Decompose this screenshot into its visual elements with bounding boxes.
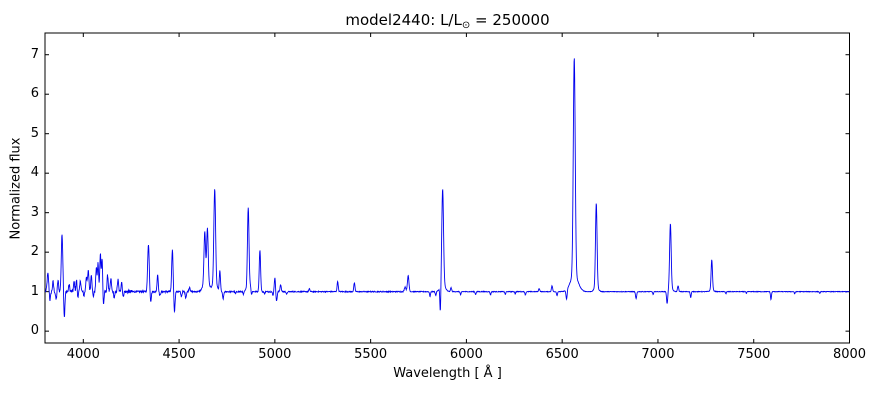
y-tick-label: 0	[30, 323, 39, 339]
y-tick-label: 3	[30, 204, 39, 220]
y-tick-label: 4	[30, 165, 39, 181]
y-tick-label: 1	[30, 283, 39, 299]
chart-title-value: = 250000	[470, 11, 550, 29]
spectrum-line	[44, 58, 850, 318]
x-axis-label: Wavelength [ Å ]	[393, 366, 502, 381]
x-tick-label: 4500	[162, 347, 196, 362]
chart-title: model2440: L/L⊙ = 250000	[45, 11, 850, 31]
x-tick-label: 5500	[354, 347, 388, 362]
x-tick-label: 6000	[449, 347, 483, 362]
x-tick-label: 4000	[66, 347, 100, 362]
plot-frame	[44, 32, 850, 344]
y-tick-label: 2	[30, 244, 39, 260]
y-tick-label: 5	[30, 125, 39, 141]
chart-title-text: model2440: L/L	[345, 11, 462, 29]
x-tick-label: 5000	[258, 347, 292, 362]
x-tick-label: 7500	[737, 347, 771, 362]
x-tick-label: 8000	[832, 347, 867, 362]
solar-symbol: ⊙	[461, 20, 471, 31]
x-tick-label: 7000	[641, 347, 675, 362]
y-tick-label: 6	[30, 86, 39, 102]
y-tick-label: 7	[30, 46, 39, 62]
x-tick-label: 6500	[545, 347, 579, 362]
